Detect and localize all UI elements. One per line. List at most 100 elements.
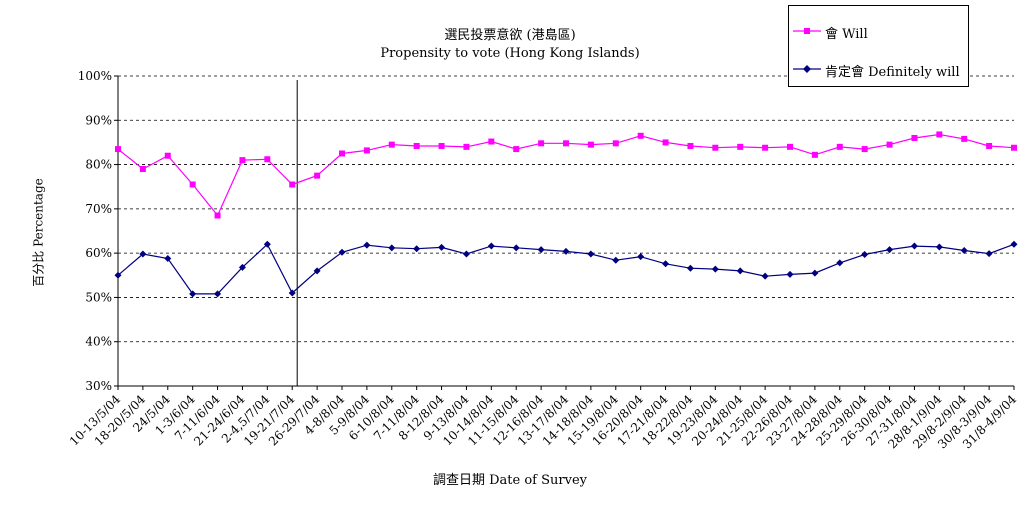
data-point [662,260,670,268]
data-point [513,146,520,153]
data-point [388,141,395,148]
data-point [363,241,371,249]
legend-marker-will [793,28,821,34]
x-axis-label: 調查日期 Date of Survey [432,473,587,488]
data-point [612,256,620,264]
data-point [238,263,246,271]
data-point [338,248,346,256]
legend-item-definitely-will: 肯定會 Definitely will [789,59,968,80]
y-tick-label: 40% [85,335,112,349]
data-point [239,157,246,164]
y-tick-label: 100% [78,69,112,83]
y-tick-label: 90% [85,113,112,127]
data-point [811,269,819,277]
data-point [986,142,993,149]
data-point [712,144,719,151]
grid [118,75,1014,343]
data-point [786,270,794,278]
y-axis-label: 百分比 Percentage [31,178,46,287]
data-point [388,244,396,252]
data-point [487,242,495,250]
data-point [289,181,296,188]
data-point [488,138,495,145]
data-point [189,290,197,298]
y-tick-label: 60% [85,246,112,260]
data-point [562,247,570,255]
axes [117,76,1014,387]
data-point [538,140,545,147]
chart-title: 選民投票意欲 (港島區) [444,28,576,43]
data-point [762,144,769,151]
data-point [985,250,993,258]
legend-label-definitely-will: 肯定會 Definitely will [825,65,960,80]
data-point [164,254,172,262]
data-point [960,246,968,254]
y-tick-label: 30% [85,379,112,393]
data-point [736,267,744,275]
y-tick-label: 50% [85,290,112,304]
data-point [886,246,894,254]
data-point [114,271,122,279]
data-point [263,240,271,248]
data-point [787,143,793,150]
data-point [886,141,893,148]
data-point [662,139,669,146]
y-axis-ticks: 30% 40% 50% 60% 70% 80% 90% 100% [78,69,118,393]
data-point [314,172,321,179]
data-point [164,152,171,159]
y-tick-label: 80% [85,158,112,172]
data-point [288,289,296,297]
data-point [587,141,594,148]
data-point [935,243,943,251]
data-point [637,253,645,261]
data-point [637,132,644,139]
data-point [587,250,595,258]
data-point [961,135,968,142]
data-point [264,156,271,163]
series-layer [114,131,1018,298]
data-point [463,143,470,150]
data-point [462,250,470,258]
data-point [413,245,421,253]
data-point [313,267,321,275]
data-point [687,142,694,149]
legend-label-will: 會 Will [825,27,868,42]
data-point [363,147,370,154]
data-point [563,140,569,147]
data-point [413,142,420,149]
data-point [214,212,221,219]
data-point [214,290,222,298]
chart-subtitle: Propensity to vote (Hong Kong Islands) [380,46,640,61]
data-point [612,140,619,147]
data-point [1011,144,1017,151]
series-line-0 [117,133,1015,217]
data-point [1010,240,1018,248]
data-point [686,264,694,272]
data-point [861,146,868,153]
data-point [139,250,147,258]
legend-marker-definitely-will [793,65,821,73]
y-tick-label: 70% [85,202,112,216]
data-point [438,142,445,149]
data-point [139,166,146,172]
data-point [438,243,446,251]
data-point [836,259,844,267]
data-point [115,146,121,153]
data-point [711,265,719,273]
data-point [737,143,744,150]
data-point [910,242,918,250]
data-point [811,151,818,158]
data-point [339,150,345,157]
data-point [936,131,943,138]
legend-item-will: 會 Will [789,21,968,42]
data-point [189,181,196,188]
data-point [512,244,520,252]
data-point [761,272,769,280]
data-point [861,250,869,258]
data-point [537,246,545,254]
data-point [836,143,843,150]
legend: 會 Will 肯定會 Definitely will [788,5,969,87]
data-point [911,135,918,141]
x-axis-ticks: 10-13/5/0418-20/5/0424/5/041-3/6/047-11/… [67,386,1019,451]
